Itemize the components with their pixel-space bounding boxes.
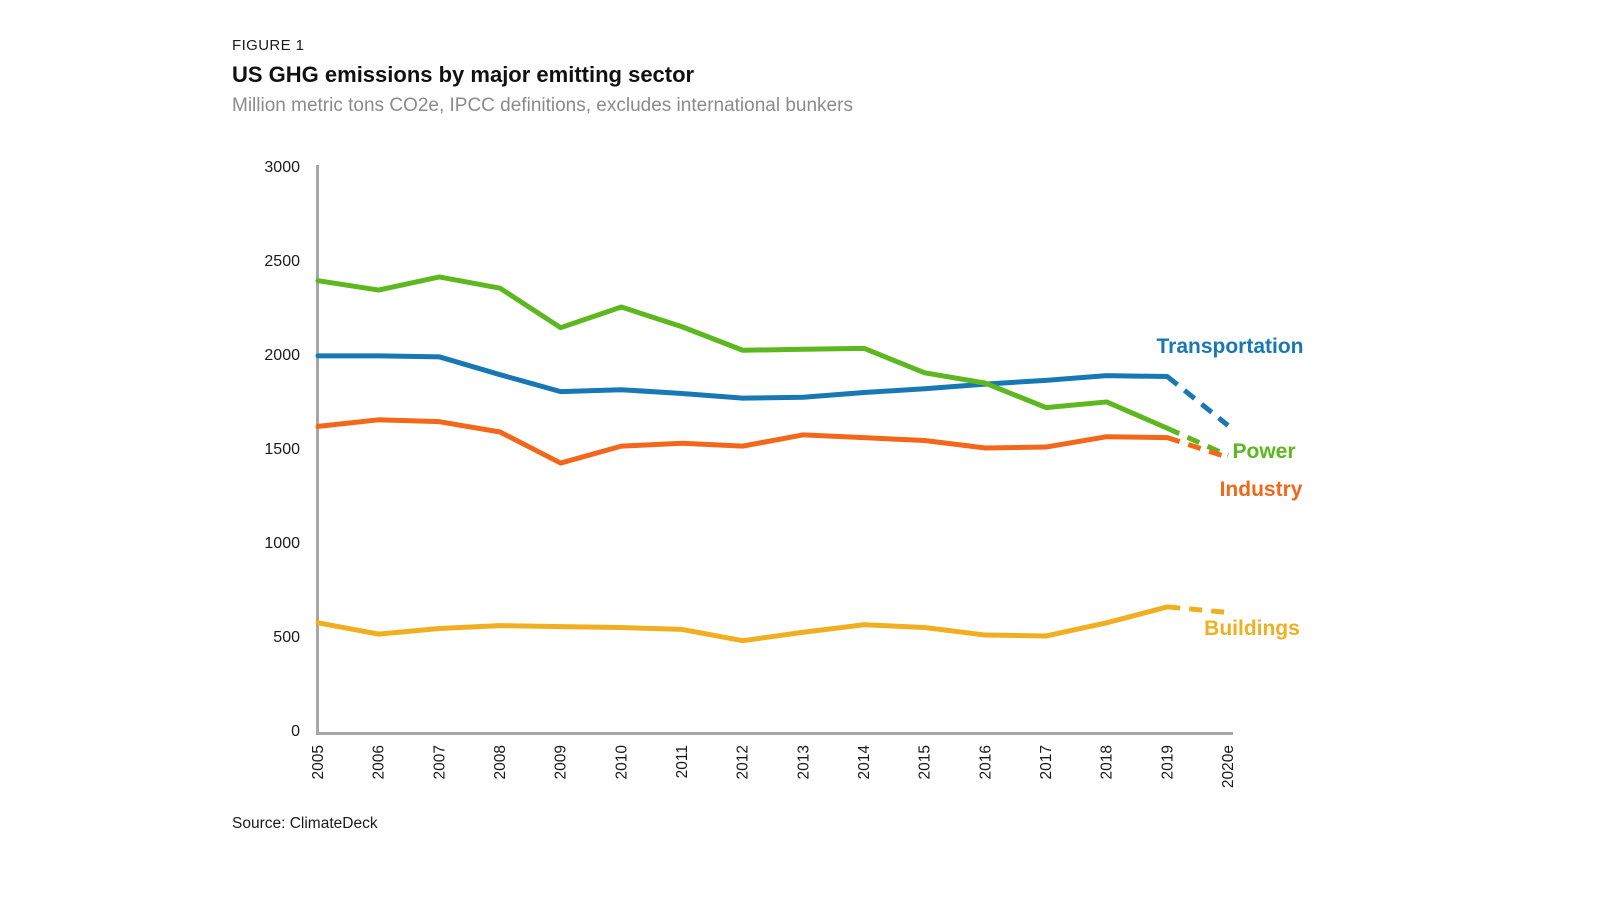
series-line-industry <box>315 417 1170 466</box>
x-axis-tick-label: 2015 <box>917 745 934 779</box>
series-dashed-estimate-buildings <box>1167 604 1229 615</box>
axis-lines <box>316 165 1233 735</box>
x-axis-tick-label: 2006 <box>371 745 388 779</box>
chart-title: US GHG emissions by major emitting secto… <box>232 62 695 87</box>
series-label-buildings: Buildings <box>1204 617 1300 640</box>
series-label-power: Power <box>1232 440 1295 463</box>
series-line-transportation <box>315 353 1170 401</box>
y-axis-tick-label: 1500 <box>264 441 300 458</box>
x-axis-tick-label: 2009 <box>553 745 570 779</box>
series-label-industry: Industry <box>1220 478 1303 501</box>
y-axis-tick-label: 3000 <box>264 159 300 176</box>
series-label-transportation: Transportation <box>1156 335 1303 358</box>
source-note: Source: ClimateDeck <box>232 815 378 832</box>
series-dashed-estimate-transportation <box>1165 374 1230 428</box>
x-axis-tick-label: 2019 <box>1159 745 1176 779</box>
x-axis-tick-label: 2018 <box>1099 745 1116 779</box>
y-axis-tick-label: 2500 <box>264 253 300 270</box>
series-dashed-estimate-industry <box>1166 435 1229 460</box>
x-axis-tick-label: 2012 <box>735 745 752 779</box>
x-axis-tick-label: 2013 <box>795 745 812 779</box>
x-axis-tick-label: 2017 <box>1038 745 1055 779</box>
series-line-buildings <box>315 604 1170 644</box>
chart-subtitle: Million metric tons CO2e, IPCC definitio… <box>232 95 853 116</box>
y-axis-tick-label: 2000 <box>264 347 300 364</box>
x-axis-tick-label: 2005 <box>310 745 327 779</box>
x-axis-tick-label: 2007 <box>431 745 448 779</box>
figure-label: FIGURE 1 <box>232 37 305 54</box>
chart-header: FIGURE 1 US GHG emissions by major emitt… <box>232 37 853 117</box>
x-axis-tick-label: 2011 <box>674 745 691 778</box>
series-dashed-estimate-power <box>1166 425 1230 458</box>
x-axis-tick-label: 2016 <box>977 745 994 779</box>
y-axis-tick-label: 1000 <box>264 535 300 552</box>
x-axis-tick-label: 2010 <box>613 745 630 780</box>
x-axis-tick-label: 2014 <box>856 745 873 780</box>
y-axis-tick-label: 0 <box>291 723 300 740</box>
series-line-power <box>315 274 1170 431</box>
y-axis-tick-label: 500 <box>273 629 300 646</box>
x-axis-tick-label: 2008 <box>492 745 509 779</box>
x-axis-tick-label: 2020e <box>1220 745 1237 788</box>
